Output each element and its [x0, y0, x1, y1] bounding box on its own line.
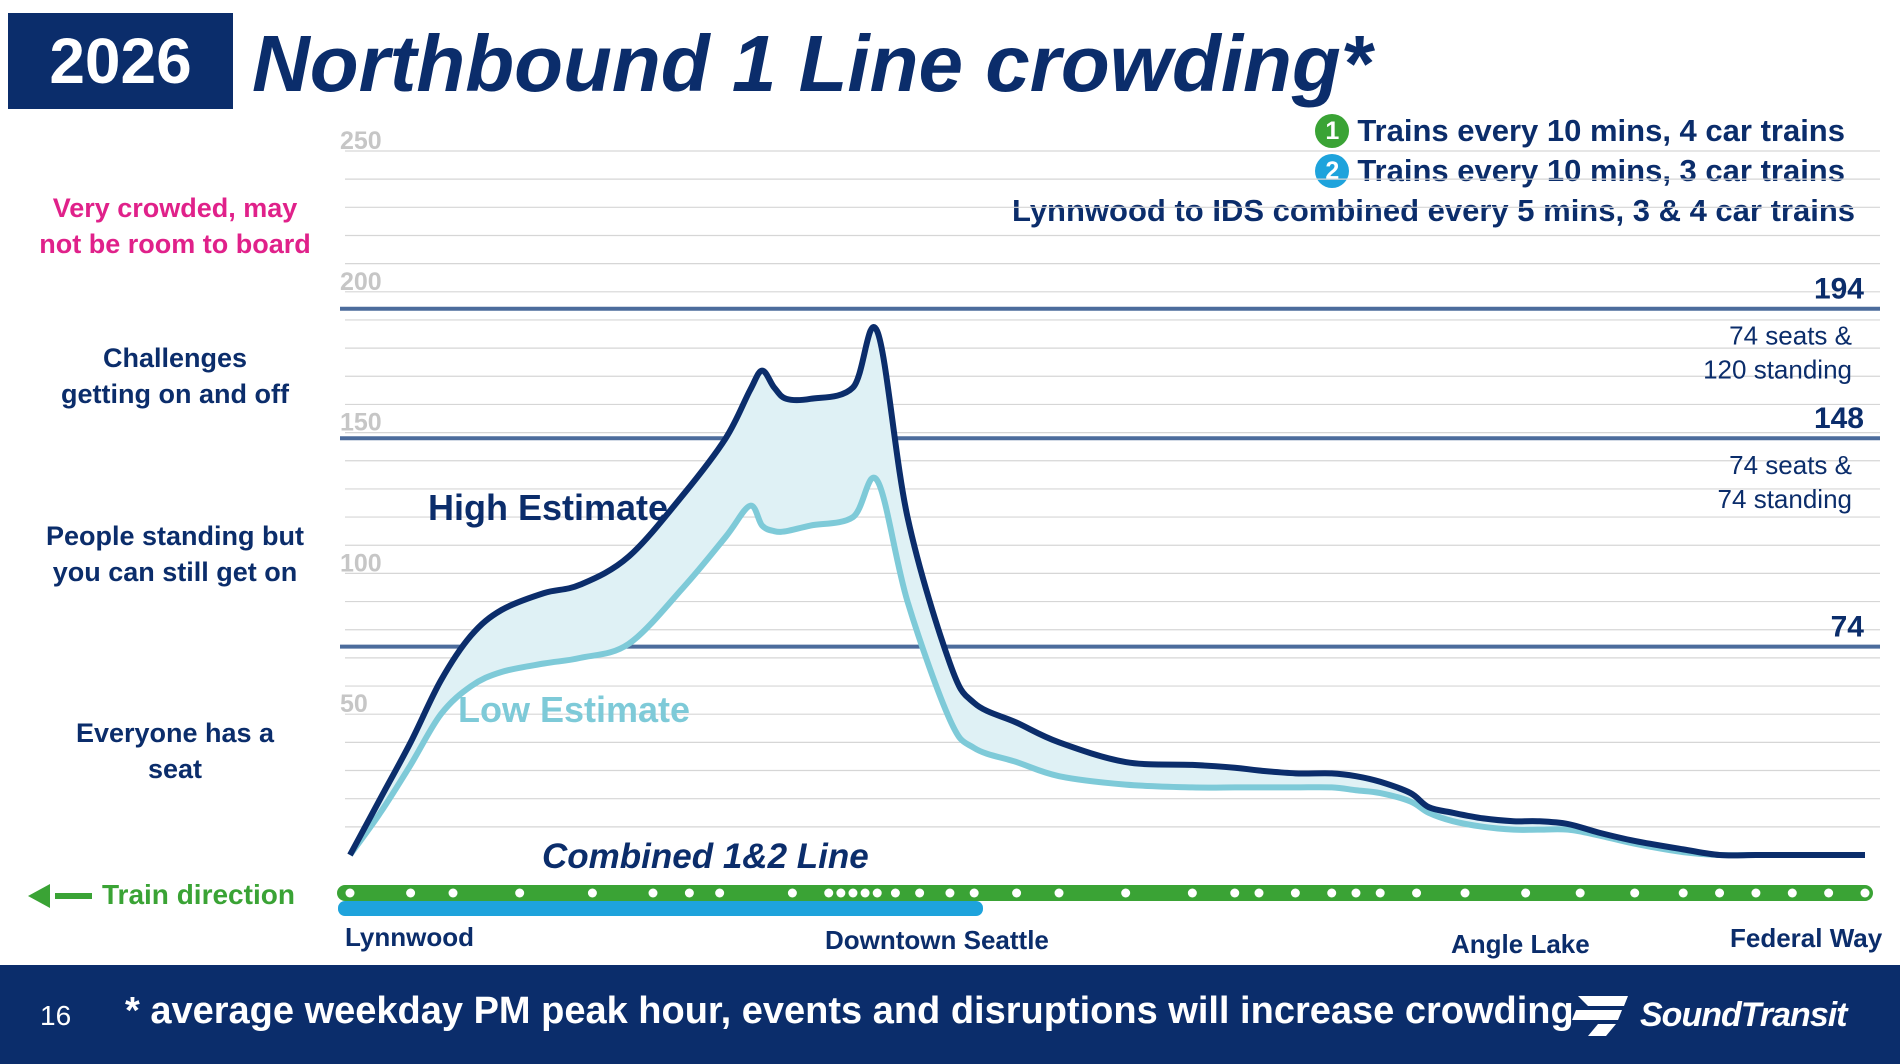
label-seat: Everyone has a seat — [75, 718, 275, 784]
line-1-icon: 1 — [1315, 114, 1350, 148]
station-dot — [1412, 888, 1422, 898]
y-tick-label: 150 — [340, 409, 382, 437]
station-angle-lake: Angle Lake — [1451, 929, 1590, 959]
station-dot — [915, 888, 925, 898]
threshold-note: 120 standing — [1703, 355, 1852, 385]
sound-transit-logo: SoundTransit — [1572, 992, 1847, 1038]
y-tick-label: 250 — [340, 127, 382, 155]
label-standing: People standing but you can still get on — [45, 521, 304, 587]
station-dot — [1375, 888, 1385, 898]
station-dot — [969, 888, 979, 898]
station-dot — [1290, 888, 1300, 898]
station-dot — [1860, 888, 1870, 898]
line-2-icon: 2 — [1315, 154, 1350, 188]
station-dot — [345, 888, 355, 898]
station-dot — [1187, 888, 1197, 898]
y-tick-label: 100 — [340, 549, 382, 577]
station-dot — [836, 888, 846, 898]
train-direction-label: Train direction — [102, 879, 295, 910]
station-dot — [1121, 888, 1131, 898]
threshold-note: 74 standing — [1718, 484, 1852, 514]
station-dot — [1054, 888, 1064, 898]
station-dot — [1575, 888, 1585, 898]
crowding-chart: 50 100 150 200 250 194 74 seats & 120 standing… — [28, 127, 1883, 959]
legend-row-2: 2 Trains every 10 mins, 3 car trains — [1315, 153, 1845, 189]
station-dot — [684, 888, 694, 898]
station-dot — [1715, 888, 1725, 898]
threshold-note: 74 seats & — [1729, 321, 1852, 351]
low-estimate-label: Low Estimate — [458, 689, 690, 730]
label-challenges: Challenges getting on and off — [61, 343, 289, 409]
station-lynnwood: Lynnwood — [345, 922, 474, 952]
station-dot — [1351, 888, 1361, 898]
station-dot — [587, 888, 597, 898]
y-tick-label: 50 — [340, 690, 368, 718]
y-tick-label: 200 — [340, 268, 382, 296]
station-dot — [1254, 888, 1264, 898]
station-dot — [1460, 888, 1470, 898]
station-dot — [848, 888, 858, 898]
legend-row-1: 1 Trains every 10 mins, 4 car trains — [1315, 113, 1845, 149]
station-dot — [1012, 888, 1022, 898]
year-badge: 2026 — [8, 13, 233, 109]
station-downtown-seattle: Downtown Seattle — [825, 925, 1049, 955]
station-dot — [1824, 888, 1834, 898]
station-dot — [824, 888, 834, 898]
station-dot — [1630, 888, 1640, 898]
page-title: Northbound 1 Line crowding* — [252, 19, 1372, 108]
station-dot — [715, 888, 725, 898]
threshold-label: 148 — [1814, 402, 1864, 435]
station-dot — [1751, 888, 1761, 898]
station-dot — [648, 888, 658, 898]
legend-text-3: Lynnwood to IDS combined every 5 mins, 3… — [1012, 193, 1855, 228]
legend-text-1: Trains every 10 mins, 4 car trains — [1357, 113, 1845, 148]
station-dot — [1521, 888, 1531, 898]
left-arrow-icon — [28, 884, 50, 908]
station-dot — [1327, 888, 1337, 898]
station-dot — [406, 888, 416, 898]
station-dot — [1230, 888, 1240, 898]
combined-line-label: Combined 1&2 Line — [542, 837, 869, 876]
station-dot — [860, 888, 870, 898]
brand-name: SoundTransit — [1640, 995, 1847, 1034]
station-dot — [515, 888, 525, 898]
high-estimate-label: High Estimate — [428, 487, 668, 528]
legend-row-3: Lynnwood to IDS combined every 5 mins, 3… — [1012, 193, 1855, 229]
sound-transit-logo-icon — [1572, 996, 1628, 1036]
label-very-crowded: Very crowded, may not be room to board — [39, 193, 311, 259]
station-dot — [448, 888, 458, 898]
footnote: * average weekday PM peak hour, events a… — [125, 990, 1574, 1032]
threshold-label: 74 — [1831, 611, 1865, 644]
station-dot — [945, 888, 955, 898]
legend-text-2: Trains every 10 mins, 3 car trains — [1357, 153, 1845, 188]
high-estimate-line — [347, 324, 1865, 859]
estimate-range-area — [350, 326, 1865, 856]
station-dot — [890, 888, 900, 898]
station-federal-way: Federal Way — [1730, 923, 1883, 953]
line-2-track — [338, 901, 983, 916]
page-number: 16 — [40, 1000, 72, 1031]
station-dot — [1678, 888, 1688, 898]
station-dot — [1787, 888, 1797, 898]
threshold-note: 74 seats & — [1729, 450, 1852, 480]
threshold-label: 194 — [1814, 273, 1864, 306]
station-dot — [787, 888, 797, 898]
station-dot — [872, 888, 882, 898]
low-estimate-line — [347, 474, 1865, 859]
